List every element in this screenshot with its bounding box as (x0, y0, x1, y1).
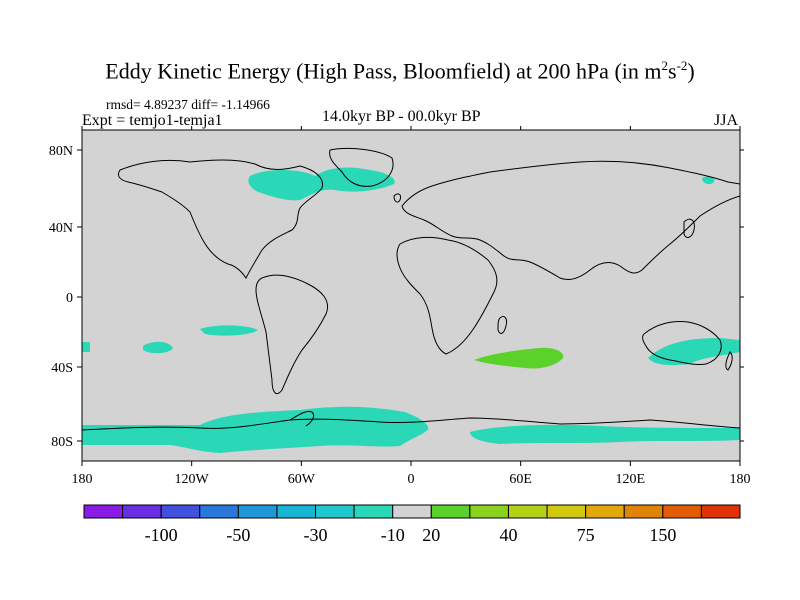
lat-tick-label: 0 (66, 291, 73, 306)
title-sup-1: 2 (661, 58, 669, 73)
lat-tick-label: 80S (51, 435, 73, 450)
coast-madagascar (497, 315, 507, 334)
coast-greenland (329, 147, 394, 187)
colorbar-swatch (353, 504, 394, 519)
colorbar-swatch (623, 504, 664, 519)
colorbar-swatch (122, 504, 162, 519)
anomaly-australia (648, 338, 740, 366)
coast-australia (642, 321, 722, 365)
lat-tick-label: 80N (49, 144, 73, 159)
coast-japan (683, 218, 695, 238)
lat-tick-label: 40N (49, 221, 73, 236)
anomaly-north-america (248, 167, 395, 201)
lon-tick-label: 180 (72, 472, 93, 487)
colorbar-swatch (546, 504, 587, 519)
coastlines (82, 147, 740, 431)
anomaly-south-atlantic-positive (474, 347, 564, 369)
colorbar-swatch (83, 504, 124, 519)
anomaly-south-pacific-b (143, 341, 173, 354)
title-main: Eddy Kinetic Energy (High Pass, Bloomfie… (105, 58, 662, 84)
colorbar-label: 40 (499, 525, 517, 545)
colorbar-swatch (276, 504, 317, 519)
title-sup-2: -2 (676, 58, 688, 73)
lat-tick-label: 40S (51, 361, 73, 376)
period-label: 14.0kyr BP - 00.0kyr BP (322, 108, 481, 125)
axis-ticks: 180 120W 60W 0 60E 120E 180 80N 40N 0 40S 80S (49, 126, 751, 487)
colorbar-swatch (237, 504, 278, 519)
colorbar-swatch (430, 504, 471, 519)
lon-tick-label: 0 (408, 472, 415, 487)
colorbar-swatch (392, 504, 432, 519)
lon-tick-label: 120E (616, 472, 646, 487)
colorbar-label: -100 (145, 525, 178, 545)
colorbar-swatch (585, 504, 625, 519)
coast-antarctica (82, 417, 740, 431)
chart-title: Eddy Kinetic Energy (High Pass, Bloomfie… (0, 58, 800, 84)
coast-north-america (117, 159, 324, 279)
anomaly-south-indian-ocean (470, 424, 740, 444)
experiment-label: Expt = temjo1-temja1 (82, 112, 223, 129)
title-mid: s (668, 58, 677, 84)
colorbar-swatch (160, 504, 201, 519)
anomaly-southern-ocean (82, 406, 429, 453)
anomaly-pacific-north (702, 176, 715, 185)
colorbar-swatch (315, 504, 355, 519)
coast-antarctic-peninsula (289, 411, 315, 427)
colorbar-label: 150 (649, 525, 676, 545)
season-label: JJA (714, 112, 739, 129)
anomaly-west-edge (82, 342, 90, 352)
coast-south-america (255, 274, 328, 395)
map-background (82, 130, 740, 461)
lon-tick-label: 120W (175, 472, 210, 487)
colorbar-swatch (469, 504, 509, 519)
colorbar-swatch (662, 504, 702, 519)
colorbar-label: 75 (577, 525, 595, 545)
colorbar-swatch (199, 504, 239, 519)
colorbar-swatch (700, 504, 741, 519)
coast-uk (393, 193, 401, 203)
coast-eurasia (401, 160, 740, 281)
title-end: ) (687, 58, 695, 84)
lon-tick-label: 180 (730, 472, 751, 487)
colorbar-label: -30 (304, 525, 328, 545)
anomaly-south-pacific-a (200, 325, 258, 336)
coast-new-zealand (725, 351, 733, 371)
colorbar-label: -50 (226, 525, 250, 545)
coast-africa (396, 236, 498, 355)
colorbar-label: -10 (381, 525, 405, 545)
lon-tick-label: 60W (288, 472, 316, 487)
colorbar: -100 -50 -30 -10 20 40 75 150 (83, 504, 741, 545)
stats-label: rmsd= 4.89237 diff= -1.14966 (106, 97, 270, 112)
lon-tick-label: 60E (509, 472, 532, 487)
colorbar-label: 20 (422, 525, 440, 545)
anomaly-regions (82, 167, 740, 453)
colorbar-swatch (507, 504, 548, 519)
